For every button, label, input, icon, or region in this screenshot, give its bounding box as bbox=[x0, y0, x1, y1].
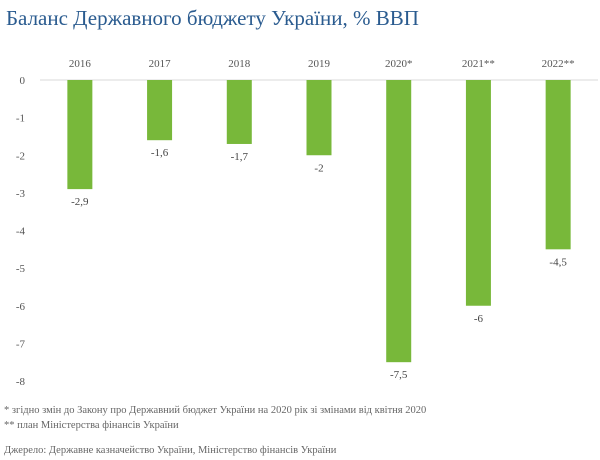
bar-chart: 0 -1 -2 -3 -4 -5 -6 -7 -8 2016 -2,9 2017 -1,6 2018 -1,… bbox=[16, 58, 598, 388]
data-label: -6 bbox=[474, 313, 484, 325]
x-category-label: 2019 bbox=[308, 58, 331, 70]
x-category-label: 2020* bbox=[385, 58, 413, 70]
x-category-label: 2022** bbox=[542, 58, 575, 70]
y-tick-label: 0 bbox=[20, 75, 26, 87]
x-category-label: 2017 bbox=[149, 58, 172, 70]
footnote-2: ** план Міністерства фінансів України bbox=[4, 420, 179, 431]
data-label: -2,9 bbox=[71, 196, 89, 208]
data-label: -7,5 bbox=[390, 369, 408, 381]
data-label: -2 bbox=[314, 162, 323, 174]
bar-2021 bbox=[465, 80, 491, 306]
x-category-label: 2021** bbox=[462, 58, 495, 70]
bar-2017 bbox=[147, 80, 173, 141]
x-category-label: 2016 bbox=[69, 58, 92, 70]
bar-2019 bbox=[306, 80, 332, 156]
y-tick-label: -8 bbox=[16, 376, 26, 388]
source-note: Джерело: Державне казначейство України, … bbox=[4, 445, 337, 456]
bar-2018 bbox=[226, 80, 252, 144]
bar-2022 bbox=[545, 80, 571, 250]
bar-2020 bbox=[386, 80, 412, 363]
y-tick-label: -7 bbox=[16, 338, 26, 350]
y-tick-label: -4 bbox=[16, 226, 26, 238]
y-tick-label: -2 bbox=[16, 150, 25, 162]
chart-title: Баланс Державного бюджету України, % ВВП bbox=[6, 6, 419, 30]
data-label: -1,6 bbox=[151, 147, 169, 159]
y-tick-label: -1 bbox=[16, 113, 25, 125]
x-category-label: 2018 bbox=[228, 58, 251, 70]
bar-2016 bbox=[67, 80, 93, 190]
data-label: -4,5 bbox=[549, 256, 567, 268]
y-tick-label: -6 bbox=[16, 301, 26, 313]
data-label: -1,7 bbox=[231, 151, 249, 163]
footnote-1: * згідно змін до Закону про Державний бю… bbox=[4, 405, 427, 416]
y-tick-label: -5 bbox=[16, 263, 26, 275]
y-tick-label: -3 bbox=[16, 188, 26, 200]
